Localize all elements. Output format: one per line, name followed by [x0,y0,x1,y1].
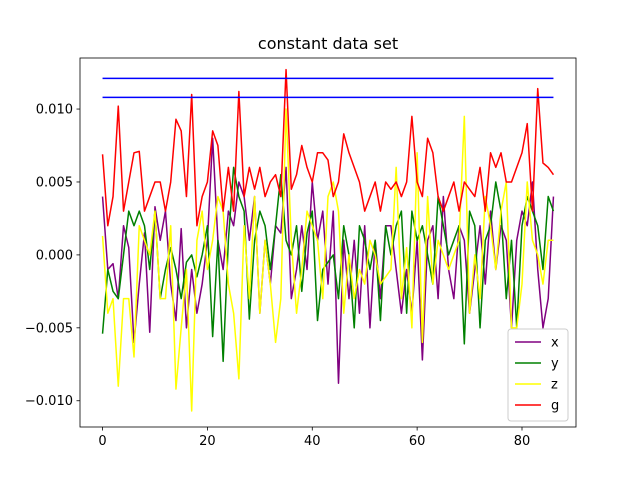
series-line-z [101,108,554,412]
y-tick-label: 0.005 [36,175,73,190]
series-line-x [101,137,555,384]
x-tick-label: 0 [98,434,106,449]
plot-content [101,68,555,412]
x-tick-label: 20 [199,434,216,449]
series-line-y [101,166,555,363]
y-tick-label: −0.010 [25,394,73,409]
chart-title: constant data set [258,34,398,53]
x-tick-label: 40 [304,434,321,449]
plot-area [101,68,555,412]
y-tick-label: 0.010 [36,103,73,118]
y-tick-label: 0.000 [36,248,73,263]
series-line-g [101,68,555,227]
y-tick-label: −0.005 [25,321,73,336]
axes: 0 20 40 60 80 −0.010 −0.005 0.000 0.005 0.010 [25,57,577,449]
legend-box [507,328,569,422]
legend-label-y: y [551,357,559,372]
axes-frame [79,57,577,428]
legend-label-z: z [551,378,558,393]
x-tick-label: 80 [514,434,531,449]
legend-label-x: x [551,336,559,351]
x-tick-label: 60 [409,434,426,449]
legend-label-g: g [551,399,559,414]
